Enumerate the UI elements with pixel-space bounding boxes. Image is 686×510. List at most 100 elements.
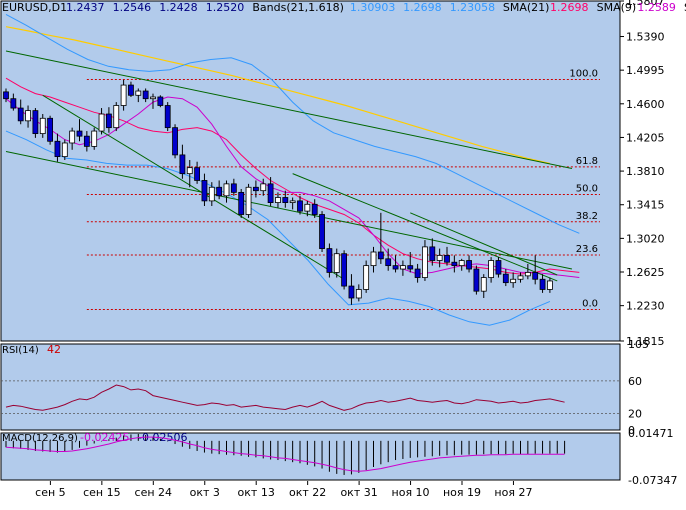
indicator-name: Bands(21,1.618) <box>252 1 344 14</box>
fibo-level-label: 0.0 <box>582 298 598 309</box>
candle-body[interactable] <box>429 246 436 261</box>
rsi-line <box>5 384 565 411</box>
candle-body[interactable] <box>208 186 215 202</box>
candle-body[interactable] <box>319 214 325 249</box>
candle-body[interactable] <box>363 265 370 290</box>
candle-body[interactable] <box>341 253 348 287</box>
candle-body[interactable] <box>179 154 186 175</box>
quote-value: 1.2589 <box>637 1 676 14</box>
candle-body[interactable] <box>510 278 517 284</box>
candle-body[interactable] <box>407 265 414 270</box>
candle-body[interactable] <box>223 183 230 197</box>
candle-body[interactable] <box>495 260 502 275</box>
candle-body[interactable] <box>216 186 223 197</box>
rsi-value-label: 42 <box>47 343 61 356</box>
candle-body[interactable] <box>172 127 178 156</box>
rsi-axis-label: 0 <box>628 424 635 437</box>
candle-body[interactable] <box>3 91 9 100</box>
candle-body[interactable] <box>326 248 333 273</box>
candle-body[interactable] <box>135 90 142 96</box>
candle-body[interactable] <box>524 272 531 277</box>
candle-body[interactable] <box>532 272 539 280</box>
candle-body[interactable] <box>186 167 193 175</box>
candle-body[interactable] <box>128 84 134 96</box>
candle-body[interactable] <box>98 113 105 132</box>
trend-line[interactable] <box>292 173 558 282</box>
candle-body[interactable] <box>230 183 237 193</box>
candle-body[interactable] <box>370 251 377 267</box>
macd-panel <box>0 432 621 481</box>
fibo-level-label: 100.0 <box>569 69 598 80</box>
candle-body[interactable] <box>164 105 171 129</box>
candle-body[interactable] <box>444 255 450 263</box>
time-axis-strip <box>0 481 686 510</box>
candle-body[interactable] <box>488 260 495 278</box>
candle-body[interactable] <box>399 265 406 270</box>
time-axis-label: окт 22 <box>289 486 326 499</box>
candle-body[interactable] <box>194 167 201 181</box>
symbol-label: EURUSD,D1 <box>2 1 67 14</box>
candle-body[interactable] <box>480 277 487 292</box>
candle-body[interactable] <box>47 117 53 142</box>
candle-body[interactable] <box>150 96 156 100</box>
candle-body[interactable] <box>120 84 127 106</box>
candle-body[interactable] <box>539 278 546 290</box>
candle-body[interactable] <box>422 246 428 278</box>
candle-body[interactable] <box>282 197 289 203</box>
candle-body[interactable] <box>10 98 17 109</box>
candle-body[interactable] <box>113 105 120 129</box>
trend-line[interactable] <box>42 94 345 280</box>
candle-body[interactable] <box>297 200 303 212</box>
indicator-name: SMA(21) <box>503 1 550 14</box>
candle-body[interactable] <box>311 203 318 215</box>
price-axis-label: 1.1815 <box>626 335 665 348</box>
candle-body[interactable] <box>289 200 296 203</box>
candle-body[interactable] <box>106 113 112 129</box>
candle-body[interactable] <box>414 268 421 278</box>
candle-body[interactable] <box>466 260 472 270</box>
time-axis-label: окт 3 <box>190 486 220 499</box>
quote-value: 1.30903 <box>350 1 396 14</box>
candle-body[interactable] <box>61 142 68 158</box>
trend-line[interactable] <box>5 50 573 170</box>
candle-body[interactable] <box>25 110 31 122</box>
candle-body[interactable] <box>69 130 76 144</box>
candle-body[interactable] <box>201 180 208 202</box>
candle-body[interactable] <box>39 117 46 135</box>
candle-body[interactable] <box>17 107 24 122</box>
candle-body[interactable] <box>473 268 480 292</box>
candle-body[interactable] <box>275 197 281 203</box>
trend-line[interactable] <box>410 212 558 276</box>
price-axis-label: 1.5390 <box>626 31 665 44</box>
candle-body[interactable] <box>458 260 465 267</box>
candle-body[interactable] <box>436 255 443 261</box>
fibo-level-label: 61.8 <box>576 156 598 167</box>
candle-body[interactable] <box>83 135 90 147</box>
candle-body[interactable] <box>54 140 61 158</box>
candle-body[interactable] <box>91 130 98 147</box>
candle-body[interactable] <box>260 183 267 192</box>
candle-body[interactable] <box>348 285 355 299</box>
candle-body[interactable] <box>304 203 311 212</box>
candle-body[interactable] <box>385 258 392 267</box>
candle-body[interactable] <box>377 251 384 260</box>
candle-body[interactable] <box>333 253 340 273</box>
candle-body[interactable] <box>547 280 553 290</box>
candle-body[interactable] <box>451 261 458 267</box>
candle-body[interactable] <box>392 265 399 270</box>
macd-name-label: MACD(12,26,9) <box>2 433 78 444</box>
candle-body[interactable] <box>142 90 149 100</box>
candle-body[interactable] <box>252 186 259 192</box>
candle-body[interactable] <box>517 275 524 280</box>
candle-body[interactable] <box>267 183 274 203</box>
rsi-axis-label: 105 <box>628 338 649 351</box>
candle-body[interactable] <box>502 273 509 284</box>
candle-body[interactable] <box>355 289 362 299</box>
candle-body[interactable] <box>32 110 39 135</box>
trend-line[interactable] <box>5 151 573 270</box>
candle-body[interactable] <box>76 130 83 137</box>
candle-body[interactable] <box>238 191 245 215</box>
candle-body[interactable] <box>245 186 252 215</box>
candle-body[interactable] <box>157 96 164 106</box>
